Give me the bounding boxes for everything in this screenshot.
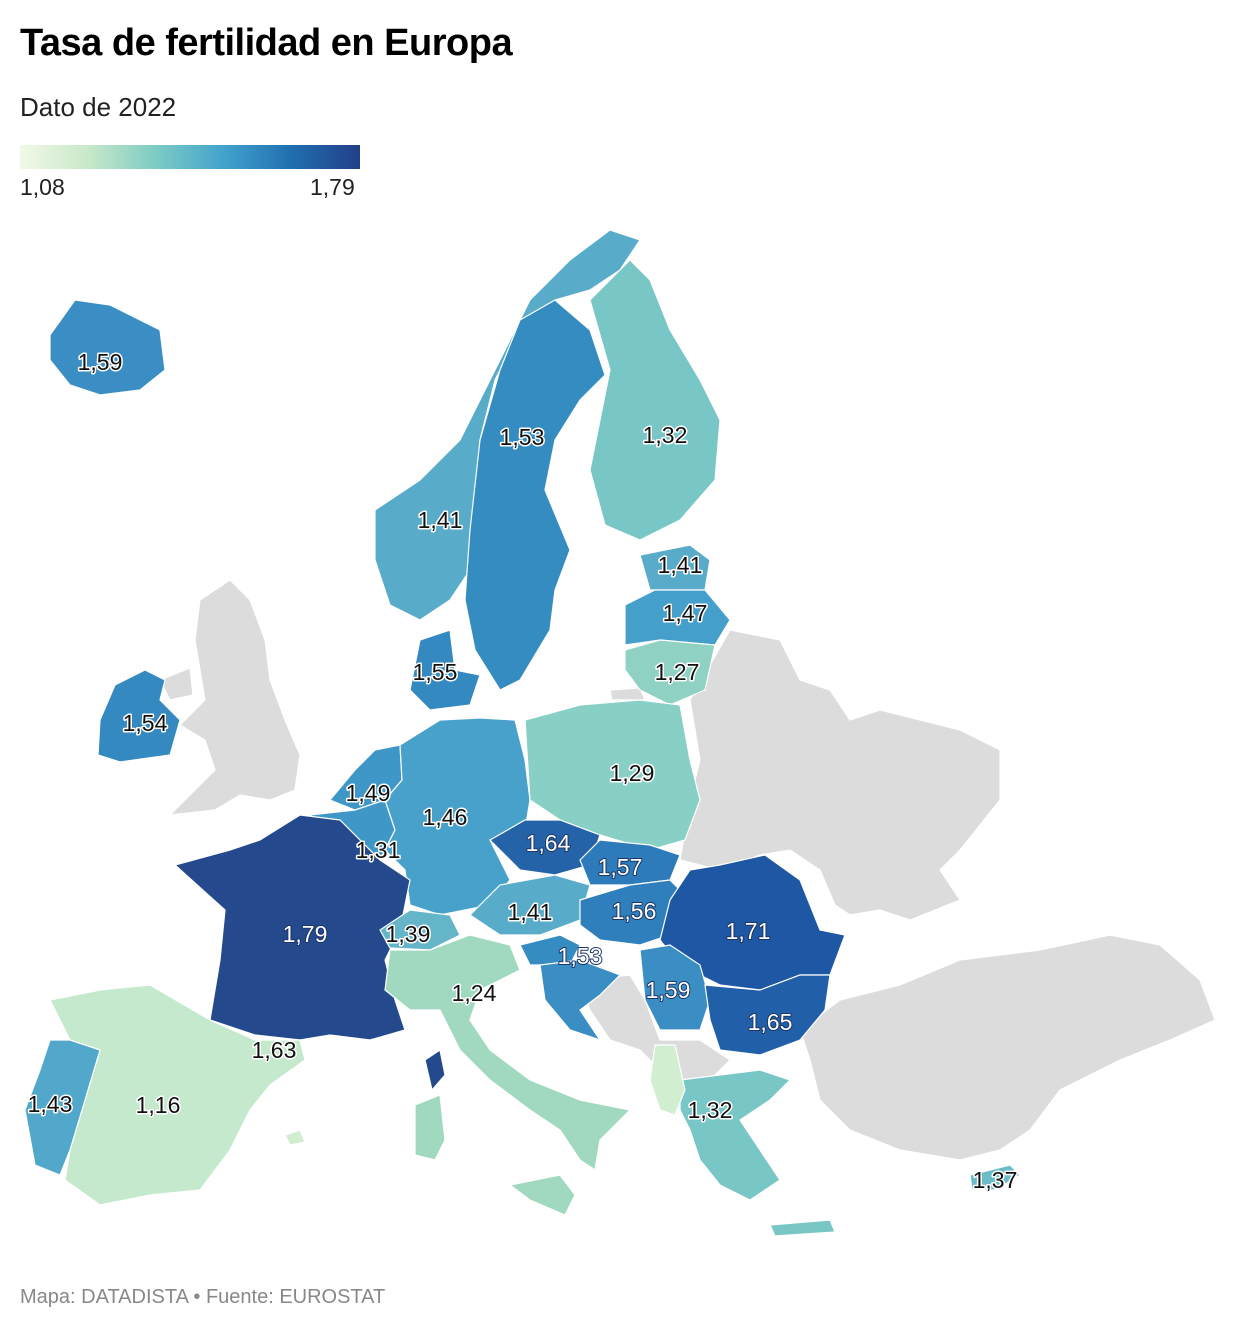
legend-color-scale — [20, 145, 360, 169]
kaliningrad-shape — [609, 687, 646, 701]
portugal-shape — [24, 1039, 101, 1176]
map-subtitle: Dato de 2022 — [20, 92, 177, 122]
map-title: Tasa de fertilidad en Europa — [20, 22, 513, 64]
label-estonia: 1,41 — [658, 552, 703, 578]
label-norway: 1,41 — [418, 507, 463, 533]
slovakia-shape — [579, 839, 681, 886]
turkey-shape — [799, 934, 1216, 1161]
label-latvia: 1,47 — [663, 600, 708, 626]
label-lithuania: 1,27 — [655, 659, 700, 685]
label-belgium: 1,31 — [356, 837, 401, 863]
label-poland: 1,29 — [610, 760, 655, 786]
label-malta: 1,63 — [252, 1037, 297, 1063]
legend-max-label: 1,79 — [310, 174, 355, 200]
sardinia-shape — [414, 1094, 446, 1161]
switzerland-shape — [379, 909, 461, 951]
label-italy: 1,24 — [452, 980, 497, 1006]
label-sweden: 1,53 — [500, 424, 545, 450]
label-romania: 1,71 — [726, 918, 771, 944]
uk-shape — [168, 579, 301, 816]
label-switzerland: 1,39 — [386, 921, 431, 947]
ireland-shape — [97, 669, 181, 763]
label-bulgaria: 1,65 — [748, 1009, 793, 1035]
sicily-shape — [508, 1174, 576, 1216]
label-finland: 1,32 — [643, 422, 688, 448]
malta-shape — [284, 1129, 306, 1146]
northern-ireland-shape — [159, 667, 194, 701]
cyprus-shape — [969, 1164, 1021, 1191]
label-portugal: 1,43 — [28, 1091, 73, 1117]
legend-min-label: 1,08 — [20, 174, 65, 200]
label-spain: 1,16 — [136, 1092, 181, 1118]
crete-shape — [769, 1219, 836, 1237]
label-greece: 1,32 — [688, 1097, 733, 1123]
iceland-shape — [49, 299, 166, 396]
label-slovenia: 1,53 — [558, 943, 603, 969]
slovenia-shape — [519, 934, 581, 966]
bulgaria-shape — [704, 974, 831, 1056]
croatia-shape — [539, 959, 622, 1042]
greece-shape — [679, 1069, 792, 1201]
finland-shape — [589, 259, 721, 541]
label-croatia: 1,59 — [646, 977, 691, 1003]
lithuania-shape — [624, 639, 716, 706]
label-netherlands: 1,49 — [346, 780, 391, 806]
estonia-shape — [639, 544, 711, 591]
bulgaria-west-shape — [639, 944, 711, 1031]
italy-shape — [384, 934, 632, 1172]
latvia-shape — [624, 589, 731, 646]
value-labels: 1,59 1,41 1,53 1,32 1,41 1,47 1,27 1,55 … — [26, 348, 1019, 1195]
label-france: 1,79 — [283, 921, 328, 947]
label-germany: 1,46 — [423, 804, 468, 830]
label-iceland: 1,59 — [78, 349, 123, 375]
label-ireland: 1,54 — [123, 710, 168, 736]
label-cyprus: 1,37 — [973, 1167, 1018, 1193]
sweden-shape — [464, 299, 606, 691]
country-shapes — [24, 229, 1021, 1237]
norway-shape — [374, 229, 641, 621]
label-hungary: 1,56 — [612, 898, 657, 924]
poland-shape — [524, 699, 701, 851]
map-source-footer: Mapa: DATADISTA • Fuente: EUROSTAT — [20, 1286, 386, 1308]
denmark-shape — [409, 629, 481, 711]
nodata-countries — [159, 579, 1216, 1161]
label-denmark: 1,55 — [413, 659, 458, 685]
label-czechia: 1,64 — [526, 830, 571, 856]
albania-shape — [649, 1044, 686, 1116]
label-slovakia: 1,57 — [598, 854, 643, 880]
label-austria: 1,41 — [508, 899, 553, 925]
corsica-shape — [424, 1049, 446, 1092]
